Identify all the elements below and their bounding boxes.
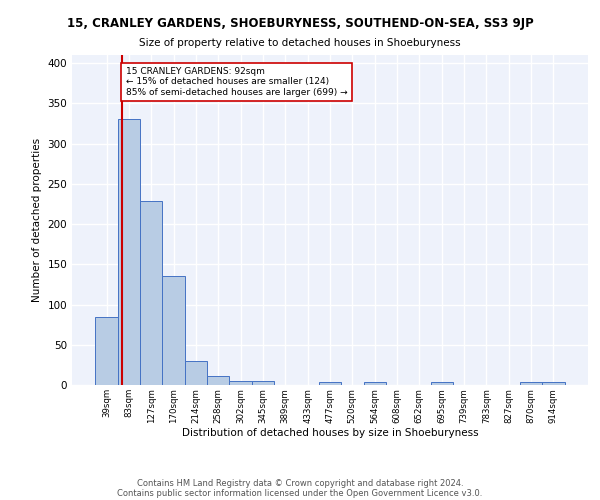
Bar	[520, 382, 542, 385]
Bar	[319, 382, 341, 385]
Bar	[163, 276, 185, 385]
Text: Contains HM Land Registry data © Crown copyright and database right 2024.: Contains HM Land Registry data © Crown c…	[137, 478, 463, 488]
Bar	[207, 376, 229, 385]
Bar	[118, 120, 140, 385]
Bar	[229, 381, 252, 385]
Y-axis label: Number of detached properties: Number of detached properties	[32, 138, 42, 302]
Bar	[185, 361, 207, 385]
Text: Contains public sector information licensed under the Open Government Licence v3: Contains public sector information licen…	[118, 488, 482, 498]
Bar	[252, 381, 274, 385]
Text: 15 CRANLEY GARDENS: 92sqm
← 15% of detached houses are smaller (124)
85% of semi: 15 CRANLEY GARDENS: 92sqm ← 15% of detac…	[126, 67, 347, 97]
Bar	[95, 316, 118, 385]
X-axis label: Distribution of detached houses by size in Shoeburyness: Distribution of detached houses by size …	[182, 428, 478, 438]
Text: 15, CRANLEY GARDENS, SHOEBURYNESS, SOUTHEND-ON-SEA, SS3 9JP: 15, CRANLEY GARDENS, SHOEBURYNESS, SOUTH…	[67, 18, 533, 30]
Bar	[431, 382, 453, 385]
Bar	[364, 382, 386, 385]
Bar	[542, 382, 565, 385]
Text: Size of property relative to detached houses in Shoeburyness: Size of property relative to detached ho…	[139, 38, 461, 48]
Bar	[140, 202, 163, 385]
